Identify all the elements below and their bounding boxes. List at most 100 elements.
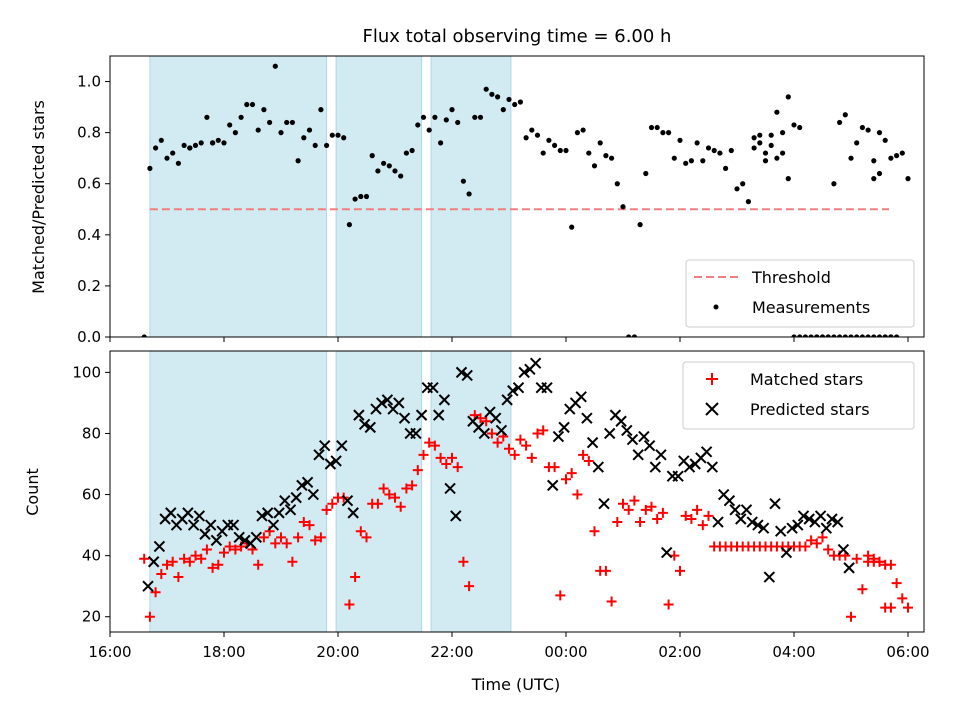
predicted-star-point — [375, 397, 388, 409]
predicted-star-point — [501, 394, 513, 406]
predicted-star-point — [296, 479, 308, 492]
predicted-star-point — [672, 470, 684, 482]
measurement-point — [415, 122, 421, 128]
predicted-star-point — [729, 504, 741, 516]
matched-star-point — [441, 459, 452, 470]
measurement-point — [802, 334, 808, 337]
marks-bottom — [139, 357, 913, 622]
predicted-star-point — [358, 418, 371, 431]
measurement-point — [409, 147, 415, 154]
matched-star-point — [281, 538, 292, 549]
measurement-point — [768, 132, 774, 138]
measurement-point — [284, 119, 290, 126]
matched-star-point — [657, 507, 668, 518]
measurement-point — [854, 334, 860, 337]
predicted-star-point — [831, 516, 844, 528]
measurement-point — [854, 140, 860, 146]
matched-star-point — [509, 449, 520, 460]
measurement-point — [329, 132, 335, 138]
predicted-star-point — [712, 516, 724, 528]
matched-star-point — [806, 535, 817, 546]
matched-star-point — [561, 474, 571, 485]
matched-star-point — [361, 532, 372, 543]
measurement-point — [757, 140, 763, 146]
measurement-point — [392, 168, 398, 174]
predicted-star-point — [740, 504, 753, 516]
y-tick-label: 40 — [82, 547, 101, 565]
measurement-point — [369, 153, 375, 159]
matched-star-point — [179, 553, 190, 564]
measurement-point — [705, 145, 712, 151]
predicted-star-point — [706, 461, 719, 473]
matched-star-point — [703, 510, 714, 521]
measurement-point — [540, 150, 546, 156]
predicted-star-point — [626, 433, 639, 446]
predicted-star-point — [364, 421, 377, 434]
matched-star-point — [629, 495, 640, 506]
measurement-point — [808, 334, 814, 337]
y-tick-label: 0.8 — [77, 124, 101, 142]
predicted-star-point — [381, 394, 394, 406]
measurement-point — [888, 155, 894, 161]
measurement-point — [797, 334, 803, 337]
predicted-star-point — [723, 494, 736, 507]
measurement-point — [460, 178, 466, 184]
measurement-point — [654, 124, 660, 131]
marks-top — [141, 63, 911, 337]
measurement-point — [318, 107, 324, 113]
predicted-star-point — [199, 528, 211, 540]
predicted-star-point — [204, 519, 217, 531]
matched-star-point — [486, 428, 497, 439]
matched-star-point — [863, 556, 874, 567]
measurement-point — [780, 150, 786, 156]
predicted-star-point — [518, 366, 530, 379]
measurement-point — [791, 334, 797, 337]
measurement-point — [876, 334, 883, 337]
matched-star-point — [680, 510, 691, 521]
measurement-point — [158, 137, 164, 143]
matched-star-point — [156, 568, 167, 579]
measurement-point — [745, 199, 752, 205]
predicted-star-point — [660, 546, 673, 559]
measurement-point — [688, 158, 695, 164]
measurement-point — [363, 193, 370, 200]
predicted-star-point — [427, 381, 439, 394]
matched-star-point — [276, 532, 286, 543]
matched-star-point — [686, 513, 697, 524]
predicted-star-point — [432, 409, 445, 421]
matched-star-point — [464, 581, 475, 592]
plot-frame-bottom — [109, 350, 925, 633]
predicted-star-point — [757, 522, 770, 534]
matched-star-point — [327, 498, 338, 509]
matched-star-point — [298, 517, 309, 528]
matched-star-point — [190, 550, 201, 561]
plot-frame-top — [109, 55, 925, 338]
matched-star-point — [481, 416, 492, 427]
matched-star-point — [418, 449, 429, 460]
matched-star-point — [407, 480, 418, 491]
measurement-point — [164, 155, 170, 161]
predicted-star-point — [410, 427, 422, 440]
predicted-star-point — [683, 461, 696, 473]
predicted-star-point — [438, 394, 451, 406]
matched-star-point — [846, 611, 856, 622]
matched-star-point — [429, 440, 440, 451]
measurement-point — [882, 137, 888, 143]
predicted-star-point — [786, 522, 798, 534]
measurement-point — [204, 114, 210, 120]
matched-star-point — [293, 532, 304, 543]
matched-star-point — [167, 556, 178, 567]
measurement-point — [694, 140, 700, 146]
measurement-point — [780, 130, 786, 136]
measurement-point — [723, 165, 729, 171]
measurement-point — [381, 160, 387, 166]
matched-star-point — [378, 483, 389, 494]
matched-star-point — [583, 455, 594, 466]
measurement-point — [700, 158, 706, 164]
predicted-star-point — [341, 494, 354, 507]
measurement-point — [147, 165, 153, 171]
measurement-point — [580, 127, 586, 133]
x-tick-label: 20:00 — [316, 643, 359, 661]
predicted-star-point — [769, 498, 781, 510]
